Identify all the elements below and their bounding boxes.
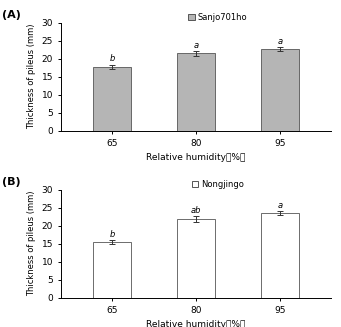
Legend: Sanjo701ho: Sanjo701ho xyxy=(188,13,247,22)
Bar xyxy=(93,242,131,298)
Y-axis label: Thickness of pileus (mm): Thickness of pileus (mm) xyxy=(27,191,36,297)
X-axis label: Relative humidity（%）: Relative humidity（%） xyxy=(146,153,246,163)
Text: (B): (B) xyxy=(2,177,21,187)
Text: b: b xyxy=(109,55,115,63)
Y-axis label: Thickness of pileus (mm): Thickness of pileus (mm) xyxy=(27,24,36,129)
Text: a: a xyxy=(278,37,283,46)
Bar xyxy=(93,67,131,130)
Bar xyxy=(177,219,215,298)
Text: b: b xyxy=(109,231,115,239)
Text: a: a xyxy=(278,201,283,210)
Legend: Nongjingo: Nongjingo xyxy=(192,180,244,189)
Text: a: a xyxy=(193,41,199,50)
Text: ab: ab xyxy=(191,206,201,215)
Text: (A): (A) xyxy=(2,10,21,20)
Bar xyxy=(261,213,299,298)
X-axis label: Relative humidity（%）: Relative humidity（%） xyxy=(146,320,246,327)
Bar xyxy=(261,49,299,130)
Bar xyxy=(177,53,215,130)
